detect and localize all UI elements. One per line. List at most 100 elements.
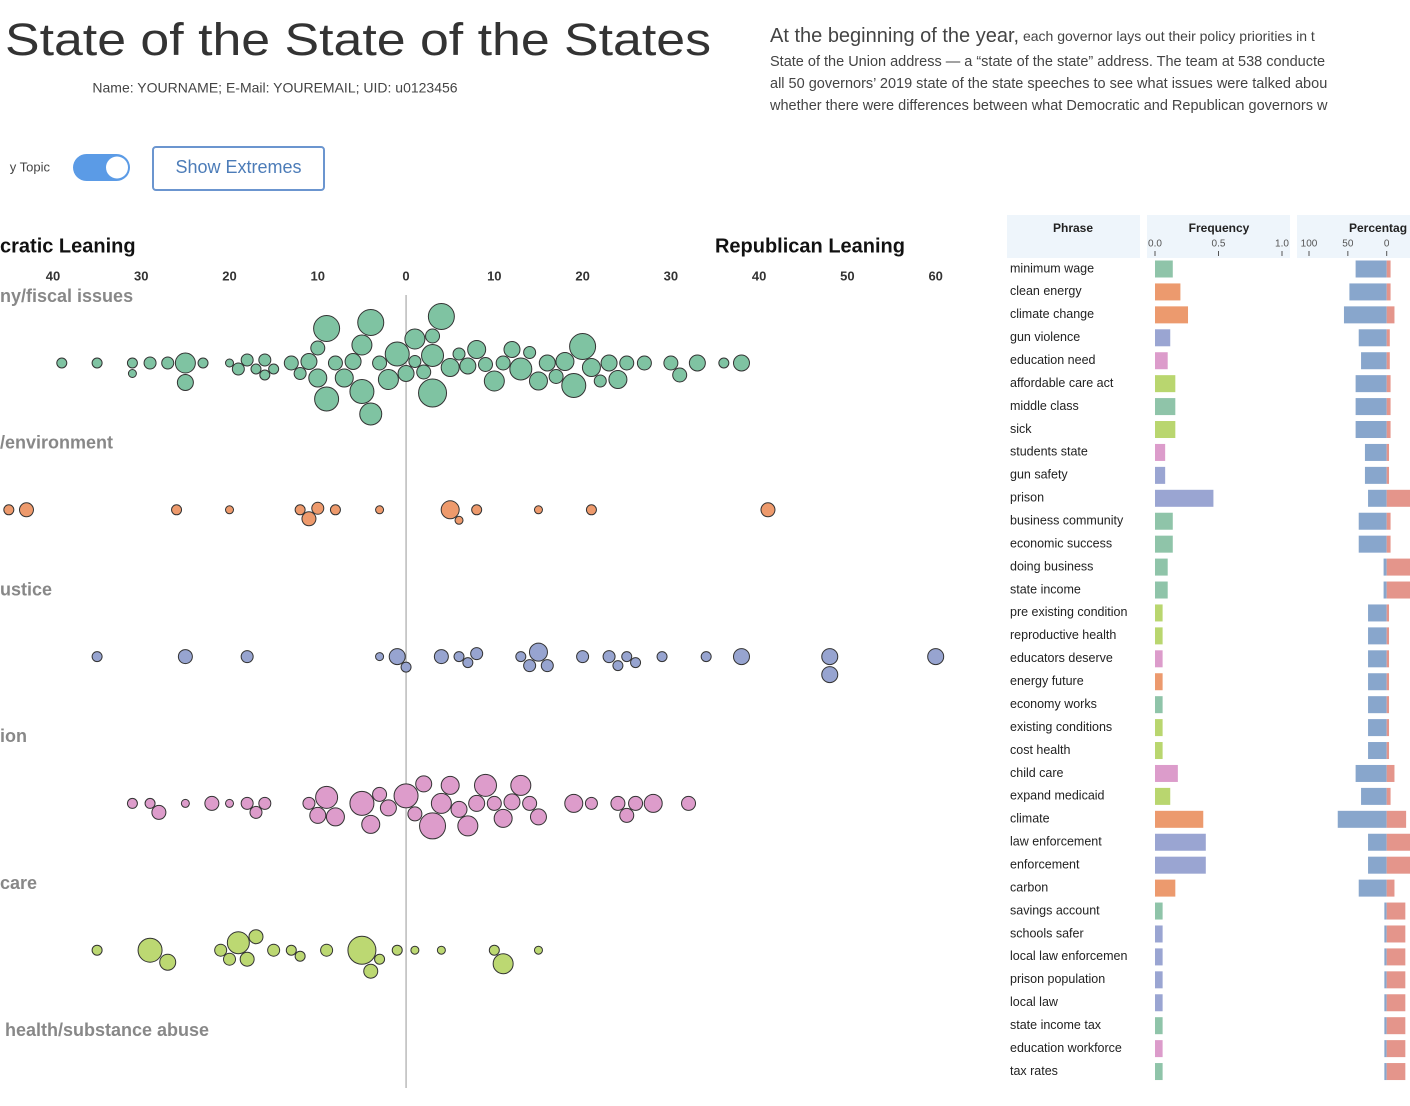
percentage-bar [1386,742,1390,760]
bubble [393,783,419,809]
phrase: cost health [1010,743,1071,757]
bubble [171,504,183,516]
percentage-bar [1361,352,1387,370]
percentage-bar [1384,1017,1387,1035]
phrase: education need [1010,353,1096,367]
x-tick-label: 50 [840,268,854,283]
percentage-bar [1384,948,1387,966]
bubble [259,369,271,381]
phrase: local law [1010,995,1059,1009]
percentage-bar [1384,902,1387,920]
bubble [351,334,373,356]
bubble [294,950,306,962]
bubble [349,379,375,404]
percentage-bar [1368,627,1387,645]
header-cell [1147,215,1290,258]
phrase: tax rates [1010,1064,1058,1078]
bubble [258,353,272,367]
bubble [600,354,618,372]
button-frame[interactable] [152,146,325,191]
show-extremes-button[interactable]: Show Extremes [152,146,325,191]
bubble [204,795,220,811]
bubble [314,386,340,412]
frequency-bar [1155,489,1214,507]
bubble [313,315,341,342]
phrase: climate [1010,812,1050,826]
bubble [226,931,250,955]
bubble [540,659,554,673]
topic-toggle[interactable] [73,154,130,181]
percentage-bar [1386,558,1410,576]
bubble [329,504,341,516]
phrase: state income [1010,582,1081,596]
bubble [301,511,317,527]
bubble [344,353,362,370]
percentage-bar [1386,810,1407,828]
bubble [663,355,679,371]
toggle-knob[interactable] [106,156,128,179]
bubble [249,805,263,819]
phrase: state income tax [1010,1018,1102,1032]
bubble [462,657,474,669]
percentage-bar [1386,329,1390,347]
phrase: education workforce [1010,1041,1122,1055]
bubble [416,364,432,380]
bubble [363,963,379,979]
percentage-bar [1386,604,1390,622]
bubble [3,504,15,516]
bubble [576,650,590,664]
percentage-bar [1384,925,1387,943]
bubble [528,371,548,391]
bubble [578,1092,588,1102]
bubble [375,652,385,662]
bubble [821,666,839,684]
bubble [760,502,776,518]
percentage-bar [1368,696,1387,714]
bubble [585,504,597,516]
percentage-bar [1384,1040,1387,1058]
intro-rest: each governor lays out their policy prio… [1023,28,1315,44]
bubble [174,352,196,374]
percentage-bar [1355,260,1387,278]
bubble [240,650,254,664]
bubble [474,773,497,797]
percentage-bar [1386,650,1390,668]
bubble [454,515,464,525]
frequency-bar [1155,604,1163,622]
x-tick-label: 0 [402,268,409,283]
bubble [377,369,399,390]
frequency-bar [1155,443,1166,461]
bubble [533,505,543,515]
phrase-table: Phrase Frequency 0.0 0.5 1.0 minimum wage clea… [1007,215,1410,1081]
percentage-bar [1386,787,1391,805]
bubble [419,812,447,840]
topic-label: ion [0,726,27,746]
bubble [503,341,521,358]
intro-lead: At the beginning of the year, [770,25,1019,47]
bubble [656,651,668,663]
bubble [436,945,446,955]
intro-line: State of the Union address — a “state of… [770,54,1325,70]
x-tick-label: 10 [487,268,501,283]
frequency-bar [1155,742,1163,760]
bubble [515,651,527,663]
x-tick-label: 40 [752,268,766,283]
percentage-bar [1386,398,1391,416]
bubble [630,657,642,669]
bubble [400,661,412,673]
bubble [309,806,327,824]
phrase: doing business [1010,559,1093,573]
phrase: energy future [1010,674,1084,688]
phrase: affordable care act [1010,376,1114,390]
bubble [176,374,194,391]
bubble [548,369,564,384]
bubble [732,354,750,372]
bubble [357,309,385,336]
button-label[interactable]: Show Extremes [175,157,301,177]
bubble [310,340,326,356]
percentage-bar [1386,421,1391,439]
phrase: clean energy [1010,284,1082,298]
bubble [602,650,616,664]
frequency-bar [1155,971,1163,989]
frequency-bar [1155,260,1173,278]
